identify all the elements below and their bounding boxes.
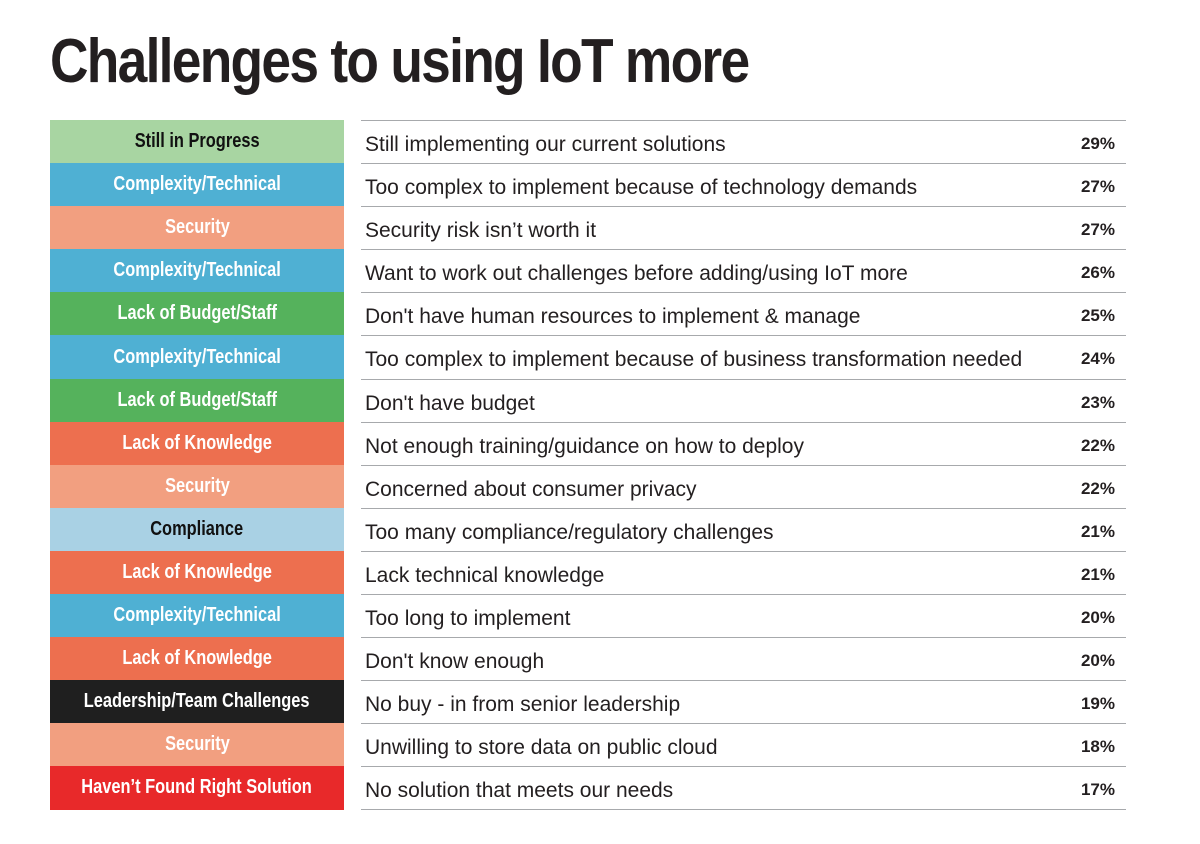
- category-badge: Lack of Knowledge: [50, 637, 344, 681]
- category-badge: Lack of Budget/Staff: [50, 378, 344, 422]
- challenge-label: Concerned about consumer privacy: [365, 477, 697, 501]
- category-label: Still in Progress: [134, 130, 260, 153]
- category-label: Security: [164, 216, 230, 239]
- challenge-cell: Lack technical knowledge 21%: [361, 550, 1126, 594]
- challenge-label: Not enough training/guidance on how to d…: [365, 434, 804, 458]
- challenge-label: Want to work out challenges before addin…: [365, 262, 908, 286]
- category-label: Leadership/Team Challenges: [84, 690, 310, 713]
- table-row: Complexity/Technical Too complex to imple…: [50, 335, 1126, 379]
- category-badge: Haven’t Found Right Solution: [50, 766, 344, 810]
- challenge-cell: Security risk isn’t worth it 27%: [361, 206, 1126, 249]
- category-label: Complexity/Technical: [113, 345, 281, 368]
- category-label: Lack of Knowledge: [122, 647, 272, 670]
- category-label: Complexity/Technical: [113, 604, 281, 627]
- category-label: Lack of Knowledge: [122, 431, 272, 454]
- table-row: Leadership/Team Challenges No buy - in fr…: [50, 680, 1126, 724]
- table-row: Complexity/Technical Too complex to imple…: [50, 163, 1126, 207]
- challenge-cell: Don't have human resources to implement …: [361, 292, 1126, 335]
- category-badge: Complexity/Technical: [50, 249, 344, 293]
- percent-value: 26%: [1080, 263, 1115, 283]
- percent-value: 27%: [1080, 220, 1115, 240]
- table-row: Security Security risk isn’t worth it 27%: [50, 206, 1126, 250]
- table-row: Complexity/Technical Too long to implemen…: [50, 594, 1126, 638]
- percent-value: 21%: [1080, 564, 1115, 584]
- challenge-label: Don't have human resources to implement …: [365, 305, 861, 329]
- category-badge: Complexity/Technical: [50, 594, 344, 638]
- category-label: Compliance: [150, 517, 244, 540]
- challenge-label: Too complex to implement because of busi…: [365, 348, 1023, 372]
- table-row: Lack of Budget/Staff Don't have budget 23%: [50, 378, 1126, 422]
- table-row: Still in Progress Still implementing our …: [50, 120, 1126, 164]
- category-badge: Lack of Budget/Staff: [50, 292, 344, 336]
- table-row: Lack of Knowledge Don't know enough 20%: [50, 637, 1126, 681]
- category-label: Security: [164, 733, 230, 756]
- category-badge: Security: [50, 723, 344, 767]
- percent-value: 18%: [1080, 737, 1115, 757]
- category-label: Lack of Budget/Staff: [117, 302, 277, 325]
- table-row: Lack of Knowledge Not enough training/gui…: [50, 421, 1126, 465]
- challenge-label: Don't have budget: [365, 391, 535, 415]
- percent-value: 23%: [1080, 392, 1115, 412]
- challenge-label: Don't know enough: [365, 650, 545, 674]
- category-badge: Security: [50, 206, 344, 250]
- challenge-cell: Still implementing our current solutions…: [361, 120, 1126, 163]
- challenge-label: Still implementing our current solutions: [365, 133, 726, 156]
- challenge-cell: Too many compliance/regulatory challenge…: [361, 507, 1126, 551]
- percent-value: 24%: [1080, 349, 1115, 369]
- category-label: Complexity/Technical: [113, 259, 281, 282]
- percent-value: 20%: [1080, 608, 1115, 628]
- challenge-label: Lack technical knowledge: [365, 563, 605, 587]
- category-badge: Complexity/Technical: [50, 163, 344, 207]
- table-row: Lack of Knowledge Lack technical knowledg…: [50, 550, 1126, 595]
- percent-value: 25%: [1080, 306, 1115, 326]
- category-badge: Compliance: [50, 507, 344, 551]
- challenge-cell: No buy - in from senior leadership 19%: [361, 680, 1126, 723]
- category-badge: Complexity/Technical: [50, 335, 344, 379]
- table-row: Security Concerned about consumer privacy…: [50, 464, 1126, 508]
- challenge-label: No buy - in from senior leadership: [365, 693, 681, 717]
- category-label: Complexity/Technical: [113, 173, 281, 196]
- challenge-table: Still in Progress Still implementing our …: [50, 120, 1126, 810]
- challenge-cell: Don't have budget 23%: [361, 378, 1126, 422]
- table-row: Security Unwilling to store data on publi…: [50, 723, 1126, 767]
- challenge-cell: Too complex to implement because of tech…: [361, 163, 1126, 206]
- challenge-cell: Not enough training/guidance on how to d…: [361, 421, 1126, 465]
- category-badge: Lack of Knowledge: [50, 421, 344, 465]
- category-label: Security: [164, 474, 230, 497]
- challenge-label: Too complex to implement because of tech…: [365, 176, 918, 200]
- percent-value: 22%: [1080, 435, 1115, 455]
- challenge-cell: Want to work out challenges before addin…: [361, 249, 1126, 292]
- table-row: Haven’t Found Right Solution No solution …: [50, 766, 1126, 810]
- challenge-cell: Concerned about consumer privacy 22%: [361, 464, 1126, 508]
- challenge-cell: Too complex to implement because of busi…: [361, 335, 1126, 378]
- category-badge: Leadership/Team Challenges: [50, 680, 344, 724]
- percent-value: 17%: [1080, 780, 1115, 800]
- challenge-cell: No solution that meets our needs 17%: [361, 766, 1126, 810]
- percent-value: 21%: [1080, 521, 1115, 541]
- category-label: Lack of Budget/Staff: [117, 388, 277, 411]
- challenge-cell: Don't know enough 20%: [361, 637, 1126, 680]
- percent-value: 27%: [1080, 177, 1115, 197]
- table-row: Complexity/Technical Want to work out cha…: [50, 249, 1126, 293]
- percent-value: 29%: [1080, 134, 1115, 153]
- challenge-label: Too many compliance/regulatory challenge…: [365, 520, 774, 544]
- category-badge: Lack of Knowledge: [50, 550, 344, 595]
- percent-value: 20%: [1080, 651, 1115, 671]
- category-label: Haven’t Found Right Solution: [81, 776, 313, 799]
- table-row: Lack of Budget/Staff Don't have human res…: [50, 292, 1126, 336]
- challenge-label: Unwilling to store data on public cloud: [365, 736, 718, 760]
- category-label: Lack of Knowledge: [122, 560, 272, 583]
- challenge-cell: Too long to implement 20%: [361, 594, 1126, 637]
- page-title: Challenges to using IoT more: [50, 27, 750, 96]
- table-row: Compliance Too many compliance/regulatory…: [50, 507, 1126, 551]
- challenge-label: Security risk isn’t worth it: [365, 219, 597, 243]
- challenge-cell: Unwilling to store data on public cloud 1…: [361, 723, 1126, 766]
- percent-value: 19%: [1080, 694, 1115, 714]
- challenge-label: No solution that meets our needs: [365, 779, 674, 803]
- percent-value: 22%: [1080, 478, 1115, 498]
- challenge-label: Too long to implement: [365, 607, 571, 631]
- category-badge: Security: [50, 464, 344, 508]
- category-badge: Still in Progress: [50, 120, 344, 164]
